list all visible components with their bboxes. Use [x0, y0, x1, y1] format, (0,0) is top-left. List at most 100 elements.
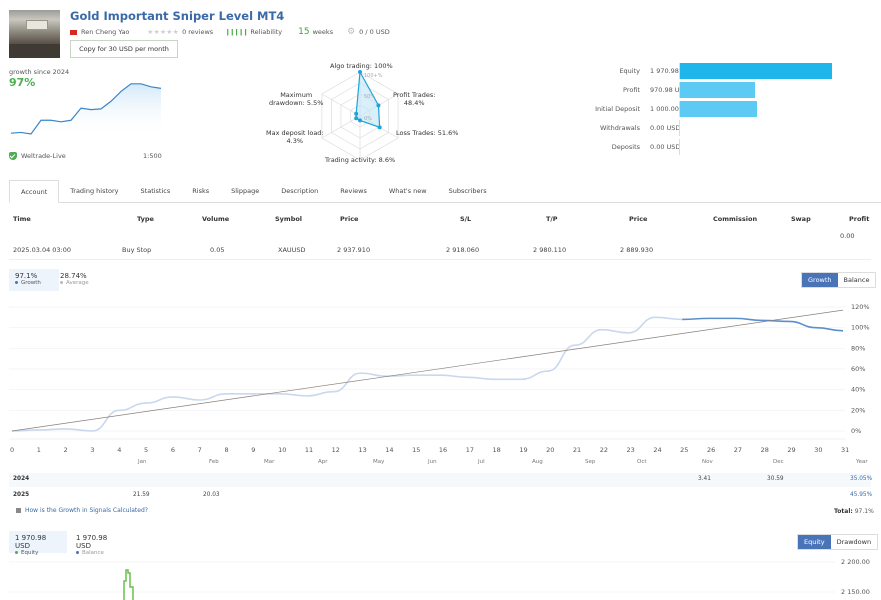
tab-subscribers[interactable]: Subscribers	[448, 187, 487, 195]
x-tick-label: 18	[492, 446, 501, 454]
year-total: 45.95%	[850, 492, 873, 498]
equity-toggle-button[interactable]: Equity	[798, 535, 831, 549]
balance-label: Profit	[623, 86, 640, 94]
balance-stat-value: 1 970.98 USD	[76, 534, 108, 550]
broker-info[interactable]: Weltrade-Live	[9, 152, 66, 160]
balance-value: 1 970.98 USD	[650, 67, 695, 75]
column-header: Symbol	[275, 215, 303, 223]
table-cell: 0.05	[210, 246, 225, 254]
table-cell: XAUUSD	[278, 246, 306, 254]
x-tick-label: 8	[224, 446, 229, 454]
balance-bar	[680, 63, 832, 79]
verified-shield-icon	[9, 152, 17, 160]
tab-trading-history[interactable]: Trading history	[70, 187, 119, 195]
radar-point	[376, 103, 381, 108]
equity-stat[interactable]: 1 970.98 USD Equity	[9, 531, 67, 556]
radar-scale-label: 100+%	[364, 73, 383, 79]
mini-chart-line	[10, 83, 162, 135]
tab-reviews[interactable]: Reviews	[340, 187, 367, 195]
year-total: 35.05%	[850, 476, 873, 482]
year-label: 2025	[13, 492, 30, 498]
growth-calc-link-text[interactable]: How is the Growth in Signals Calculated?	[25, 507, 148, 514]
tab-risks[interactable]: Risks	[192, 187, 210, 195]
tab-description[interactable]: Description	[281, 187, 319, 195]
balance-value: 0.00 USD	[650, 124, 681, 132]
growth-current-line	[682, 317, 844, 332]
author-avatar[interactable]	[9, 10, 60, 58]
tab-statistics[interactable]: Statistics	[140, 187, 171, 195]
tab-what-s-new[interactable]: What's new	[388, 187, 427, 195]
table-cell: 2 980.110	[533, 246, 567, 254]
reliability-bars-icon: ❙❙❙❙❙	[225, 28, 248, 36]
growth-toggle-button[interactable]: Growth	[802, 273, 838, 287]
signal-title[interactable]: Gold Important Sniper Level MT4	[70, 9, 285, 23]
equity-chart: 2 200.00 2 150.00	[9, 558, 870, 600]
growth-total: Total: 97.1%	[834, 508, 874, 515]
subscribers-funds: 0 / 0 USD	[359, 28, 390, 36]
month-value: 30.59	[767, 476, 784, 482]
broker-name[interactable]: Weltrade-Live	[21, 152, 66, 160]
balance-dot-icon	[76, 551, 79, 554]
average-stat[interactable]: 28.74% Average	[54, 269, 104, 291]
reviews-count[interactable]: 0 reviews	[182, 28, 214, 36]
month-value: 21.59	[133, 492, 150, 498]
column-header: Price	[629, 215, 648, 223]
x-tick-label: 27	[733, 446, 743, 454]
balance-toggle-button[interactable]: Balance	[843, 276, 870, 284]
radar-chart: 100+% 50% 0% Algo trading: 100% Profit Tra…	[255, 58, 465, 168]
growth-chart: 120% 100% 80% 60% 40% 20% 0%	[9, 303, 870, 440]
x-tick-label: 28	[760, 446, 769, 454]
column-header: Time	[13, 215, 31, 223]
month-value: 3.41	[698, 476, 711, 482]
growth-dot-icon	[15, 281, 18, 284]
x-tick-label: 21	[572, 446, 582, 454]
avatar-photo-detail	[9, 44, 60, 58]
signal-tabs: Account Trading history Statistics Risks Sli…	[9, 180, 881, 203]
x-tick-label: 30	[814, 446, 823, 454]
year-row-2025: 2025 21.59 20.03 45.95%	[9, 489, 873, 503]
balance-row-equity: Equity 1 970.98 USD	[560, 63, 850, 79]
year-row-2024: 2024 3.41 30.59 35.05%	[9, 473, 873, 487]
x-tick-label: 25	[680, 446, 689, 454]
table-cell: 2 937.910	[337, 246, 371, 254]
growth-stat[interactable]: 97.1% Growth	[9, 269, 59, 291]
year-label: 2024	[13, 476, 30, 482]
tab-slippage[interactable]: Slippage	[231, 187, 260, 195]
weeks-label: weeks	[312, 28, 334, 36]
author-name[interactable]: Ren Cheng Yao	[81, 28, 130, 36]
x-tick-label: 24	[653, 446, 662, 454]
china-flag-icon	[70, 29, 77, 35]
equity-stat-value: 1 970.98 USD	[15, 534, 47, 550]
average-stat-label: Average	[66, 280, 89, 286]
copy-signal-button[interactable]: Copy for 30 USD per month	[70, 40, 178, 58]
growth-since-label: growth since 2024	[9, 68, 70, 76]
radar-point	[377, 125, 382, 130]
growth-x-axis: 0 1 2 3 4 5 6 7 8 9 10 11 12 13 14 15 16 17 18 19 20 21 22 23 24…	[0, 446, 881, 458]
month-value: 20.03	[203, 492, 220, 498]
radar-label-profit-trades: Profit Trades: 48.4%	[393, 91, 436, 107]
y-tick-label: 120%	[851, 303, 870, 311]
balance-stat-label: Balance	[82, 550, 104, 556]
drawdown-toggle-button[interactable]: Drawdown	[836, 538, 872, 546]
balance-row-withdrawals: Withdrawals 0.00 USD	[560, 120, 850, 136]
month-header-row: Jan Feb Mar Apr May Jun Jul Aug Sep Oct Nov Dec Year	[0, 459, 881, 469]
table-cell: 2 889.930	[620, 246, 654, 254]
total-value: 97.1%	[854, 508, 874, 515]
balance-stat[interactable]: 1 970.98 USD Balance	[70, 531, 130, 556]
x-tick-label: 17	[465, 446, 474, 454]
month-label: Apr	[318, 459, 328, 465]
radar-scale-label: 0%	[364, 116, 372, 122]
mini-chart-area	[11, 83, 161, 137]
column-header: T/P	[546, 215, 558, 223]
radar-label-trading-activity: Trading activity: 8.6%	[325, 156, 396, 164]
balance-bar-track	[679, 139, 680, 155]
growth-calc-link[interactable]: How is the Growth in Signals Calculated?	[16, 507, 148, 514]
radar-label-algo: Algo trading: 100%	[330, 62, 393, 70]
growth-since-value: 97%	[9, 76, 36, 89]
table-cell: 2 918.060	[446, 246, 480, 254]
y-tick-label: 20%	[851, 406, 865, 414]
x-tick-label: 0	[10, 446, 15, 454]
x-tick-label: 29	[787, 446, 796, 454]
month-label: Year	[856, 459, 868, 465]
tab-account[interactable]: Account	[9, 180, 60, 203]
